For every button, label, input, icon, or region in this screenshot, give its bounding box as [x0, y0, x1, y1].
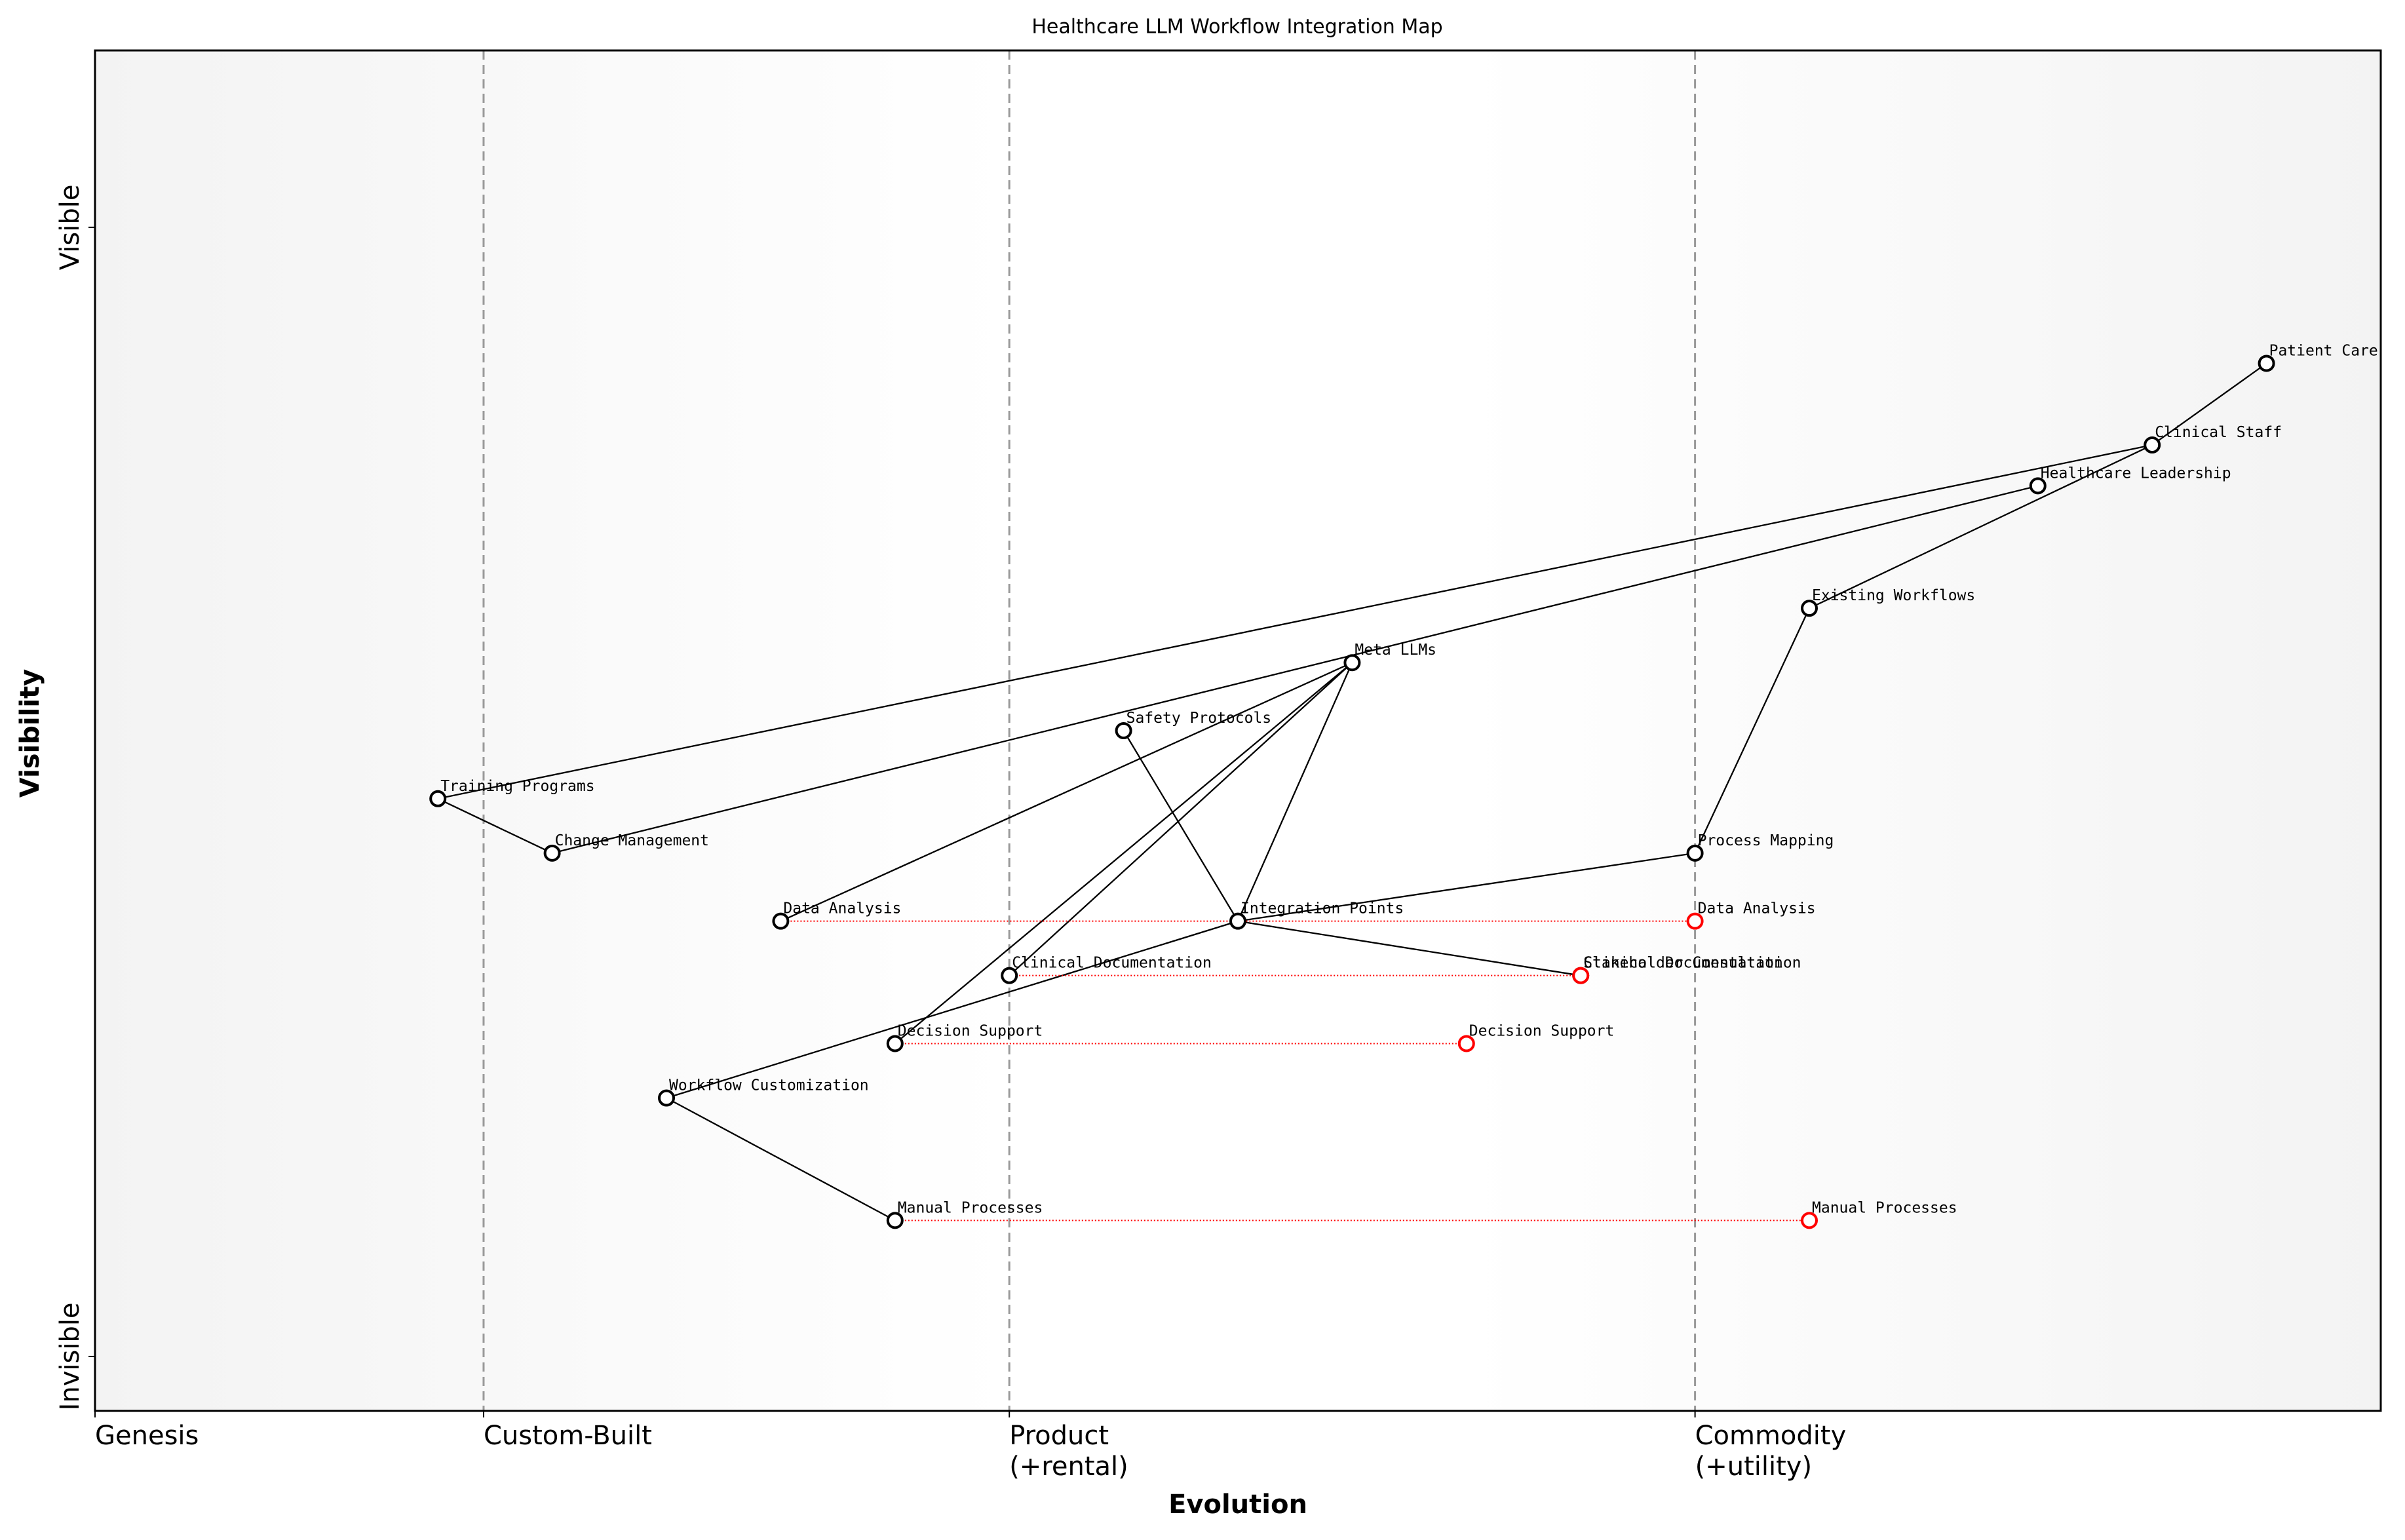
x-tick-label: Commodity (+utility) [1695, 1421, 1847, 1482]
x-tick-label: Product (+rental) [1009, 1421, 1128, 1482]
x-tick-label: Genesis [95, 1421, 199, 1451]
component-marker [1343, 654, 1361, 672]
link [1009, 662, 1353, 976]
link [895, 662, 1353, 1045]
component-label: Existing Workflows [1812, 587, 1975, 604]
link [666, 920, 1239, 1099]
component-label: Training Programs [440, 778, 594, 795]
link [1237, 920, 1581, 976]
x-tick-label: Custom-Built [483, 1421, 652, 1451]
link [666, 1097, 896, 1222]
link [780, 662, 1353, 922]
evolved-marker [1572, 967, 1590, 984]
component-label: Healthcare Leadership [2041, 465, 2231, 482]
evolved-label: Manual Processes [1812, 1199, 1957, 1216]
evolved-marker [1457, 1035, 1475, 1052]
component-label: Integration Points [1241, 900, 1404, 917]
component-marker [658, 1089, 675, 1107]
link [1123, 730, 1239, 922]
component-marker [2258, 355, 2275, 372]
plot-background [95, 50, 2381, 1411]
component-label: Clinical Documentation [1012, 955, 1212, 972]
component-marker [1229, 912, 1246, 930]
component-marker [1801, 600, 1818, 617]
link [1237, 852, 1695, 922]
evolved-marker [1686, 912, 1704, 930]
link [1694, 607, 1811, 854]
component-label: Workflow Customization [669, 1077, 869, 1094]
link [437, 798, 553, 854]
x-axis-label: Evolution [1168, 1490, 1307, 1520]
component-label: Process Mapping [1698, 832, 1834, 849]
component-label: Safety Protocols [1126, 710, 1272, 727]
component-label: Meta LLMs [1355, 642, 1436, 659]
component-label: Patient Care [2269, 342, 2378, 359]
link [1237, 662, 1353, 922]
y-axis-label: Visibility [15, 669, 45, 798]
component-marker [1686, 844, 1704, 862]
evolved-label: Data Analysis [1698, 900, 1816, 917]
component-marker [1115, 722, 1132, 739]
component-marker [772, 912, 790, 930]
component-label: Manual Processes [898, 1199, 1043, 1216]
component-marker [886, 1035, 904, 1052]
component-label: Decision Support [898, 1022, 1043, 1039]
evolved-marker [1801, 1212, 1818, 1229]
link [552, 485, 2039, 854]
evolved-label: Decision Support [1469, 1022, 1615, 1039]
chart-title: Healthcare LLM Workflow Integration Map [1031, 16, 1442, 39]
evolved-label: Clinical Documentation [1583, 955, 1783, 972]
plot-frame [94, 49, 2382, 1412]
link [2151, 362, 2267, 446]
component-marker [886, 1212, 904, 1229]
component-label: Stakeholder Consultation [1583, 955, 1801, 972]
component-marker [2144, 436, 2161, 454]
component-marker [2029, 477, 2047, 495]
link [437, 444, 2153, 799]
component-label: Change Management [555, 832, 709, 849]
y-tick-label: Invisible [55, 1302, 85, 1410]
component-label: Data Analysis [783, 900, 901, 917]
component-marker [429, 790, 447, 807]
component-marker [1001, 967, 1018, 984]
component-label: Clinical Staff [2155, 424, 2282, 441]
link [1809, 444, 2153, 609]
y-tick-label: Visible [55, 185, 85, 271]
component-marker [543, 844, 561, 862]
